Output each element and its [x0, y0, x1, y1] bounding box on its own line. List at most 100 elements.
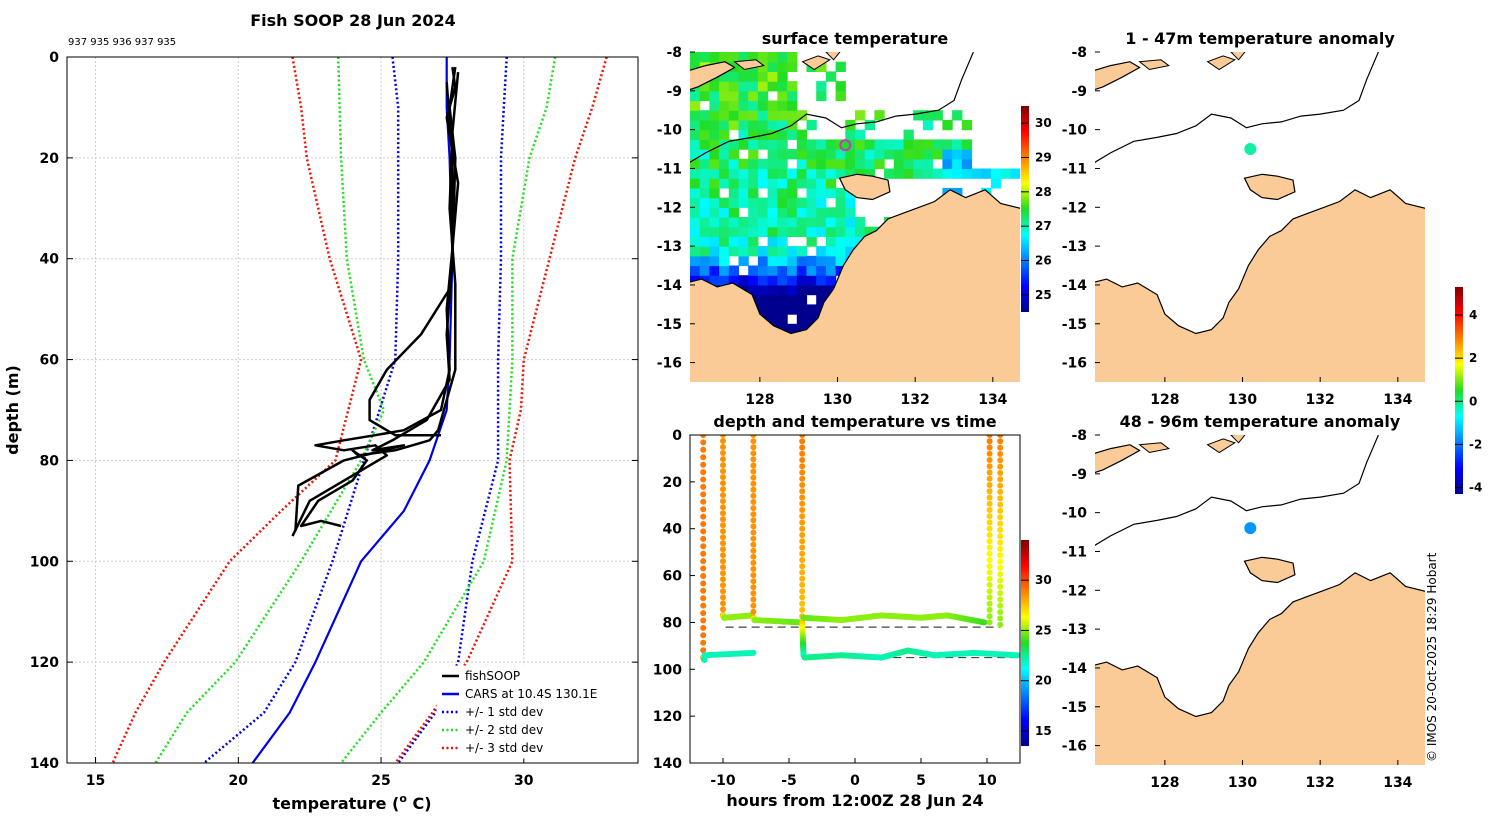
temperature-sample	[799, 563, 806, 570]
sst-pixel	[699, 90, 710, 102]
sst-pixel	[942, 139, 953, 150]
sst-pixel	[709, 81, 720, 92]
sst-pixel	[748, 168, 759, 179]
sst-pixel	[699, 149, 710, 160]
temperature-sample	[750, 590, 757, 597]
sst-pixel	[748, 246, 759, 257]
sst-pixel	[699, 187, 710, 199]
sst-pixel	[835, 217, 846, 228]
sst-pixel	[864, 168, 875, 179]
sst-pixel	[719, 100, 730, 111]
sst-pixel	[757, 90, 769, 102]
temperature-sample	[750, 602, 757, 609]
temperature-sample	[799, 482, 806, 488]
temperature-sample	[700, 521, 707, 527]
sst-pixel	[787, 284, 798, 296]
temperature-sample	[799, 513, 806, 520]
temperature-sample	[986, 563, 993, 570]
sst-pixel	[728, 110, 740, 121]
sst-pixel	[961, 158, 973, 170]
y-tick-label: -8	[1071, 45, 1087, 61]
sst-pixel	[787, 265, 798, 276]
sst-pixel	[787, 81, 798, 92]
sst-pixel	[796, 178, 808, 189]
sst-pixel	[699, 207, 710, 218]
temperature-sample	[799, 557, 806, 563]
colorbar-tick-label: 30	[1035, 116, 1052, 130]
sst-pixel	[777, 217, 788, 228]
sst-pixel	[757, 265, 769, 276]
y-tick-label: -10	[1062, 123, 1088, 139]
sst-pixel	[796, 197, 808, 208]
island	[1138, 442, 1170, 454]
x-tick-label: 130	[1228, 392, 1257, 408]
sst-pixel	[825, 255, 837, 267]
temperature-sample	[700, 491, 707, 498]
series-cars	[251, 57, 454, 764]
sst-pixel	[728, 217, 740, 228]
colorbar-tick-label: 25	[1035, 288, 1052, 302]
temperature-sample	[986, 525, 993, 532]
sst-pixel	[806, 314, 817, 325]
temperature-sample	[700, 573, 707, 579]
temperature-sample	[720, 582, 726, 589]
y-tick-label: -13	[1062, 239, 1087, 255]
temperature-sample	[986, 444, 993, 451]
temperature-sample	[700, 550, 707, 557]
y-tick-label: -14	[657, 278, 683, 294]
sst-pixel	[835, 90, 846, 102]
series-std3	[394, 56, 608, 764]
plot-frame	[66, 56, 639, 764]
sst-pixel	[796, 110, 808, 121]
sst-pixel	[699, 52, 710, 63]
x-tick-label: 20	[229, 773, 249, 789]
sst-pixel	[728, 178, 740, 189]
sst-pixel	[690, 217, 701, 228]
temperature-sample	[997, 495, 1004, 502]
sst-pixel	[709, 207, 720, 218]
sst-pixel	[825, 168, 837, 179]
sst-pixel	[699, 236, 710, 247]
sst-pixel	[699, 178, 710, 189]
temperature-sample	[700, 617, 707, 624]
sst-pixel	[709, 246, 720, 257]
plot-frame	[689, 434, 1021, 764]
sst-pixel	[719, 71, 730, 82]
sst-pixel	[709, 226, 720, 237]
sst-pixel	[855, 110, 866, 121]
sst-pixel	[806, 275, 817, 286]
temperature-sample	[799, 525, 806, 532]
sst-pixel	[719, 119, 730, 131]
sst-pixel	[728, 90, 740, 102]
x-tick-label: -10	[710, 773, 736, 789]
y-tick-label: 80	[663, 615, 683, 631]
sst-pixel	[738, 100, 749, 111]
anomaly-point	[1244, 143, 1257, 156]
sst-pixel	[825, 275, 837, 286]
sst-pixel	[806, 149, 817, 160]
profile-subtitle: 937 935 936 937 935	[68, 37, 176, 48]
sst-pixel	[893, 139, 905, 150]
x-tick-label: 134	[1383, 392, 1412, 408]
temperature-sample	[986, 575, 993, 582]
sst-pixel	[806, 178, 817, 189]
temperature-sample	[997, 482, 1004, 489]
sst-pixel	[787, 100, 798, 111]
sst-pixel	[903, 129, 914, 140]
temperature-sample	[997, 533, 1004, 540]
sst-pixel	[748, 71, 759, 82]
temperature-sample	[720, 492, 726, 499]
colorbar-tick-label: 29	[1035, 151, 1052, 165]
sst-pixel	[748, 129, 759, 140]
temperature-sample	[750, 553, 757, 560]
x-tick-label: 134	[1383, 775, 1412, 791]
temperature-colorbar	[1021, 540, 1029, 746]
temperature-sample	[750, 559, 757, 566]
bathymetry-contour	[690, 52, 974, 163]
map-area	[1095, 435, 1425, 765]
sst-pixel	[932, 149, 943, 160]
temperature-sample	[720, 594, 726, 601]
sst-pixel	[757, 100, 769, 111]
sst-pixel	[699, 81, 710, 92]
y-tick-label: -8	[1071, 428, 1087, 444]
